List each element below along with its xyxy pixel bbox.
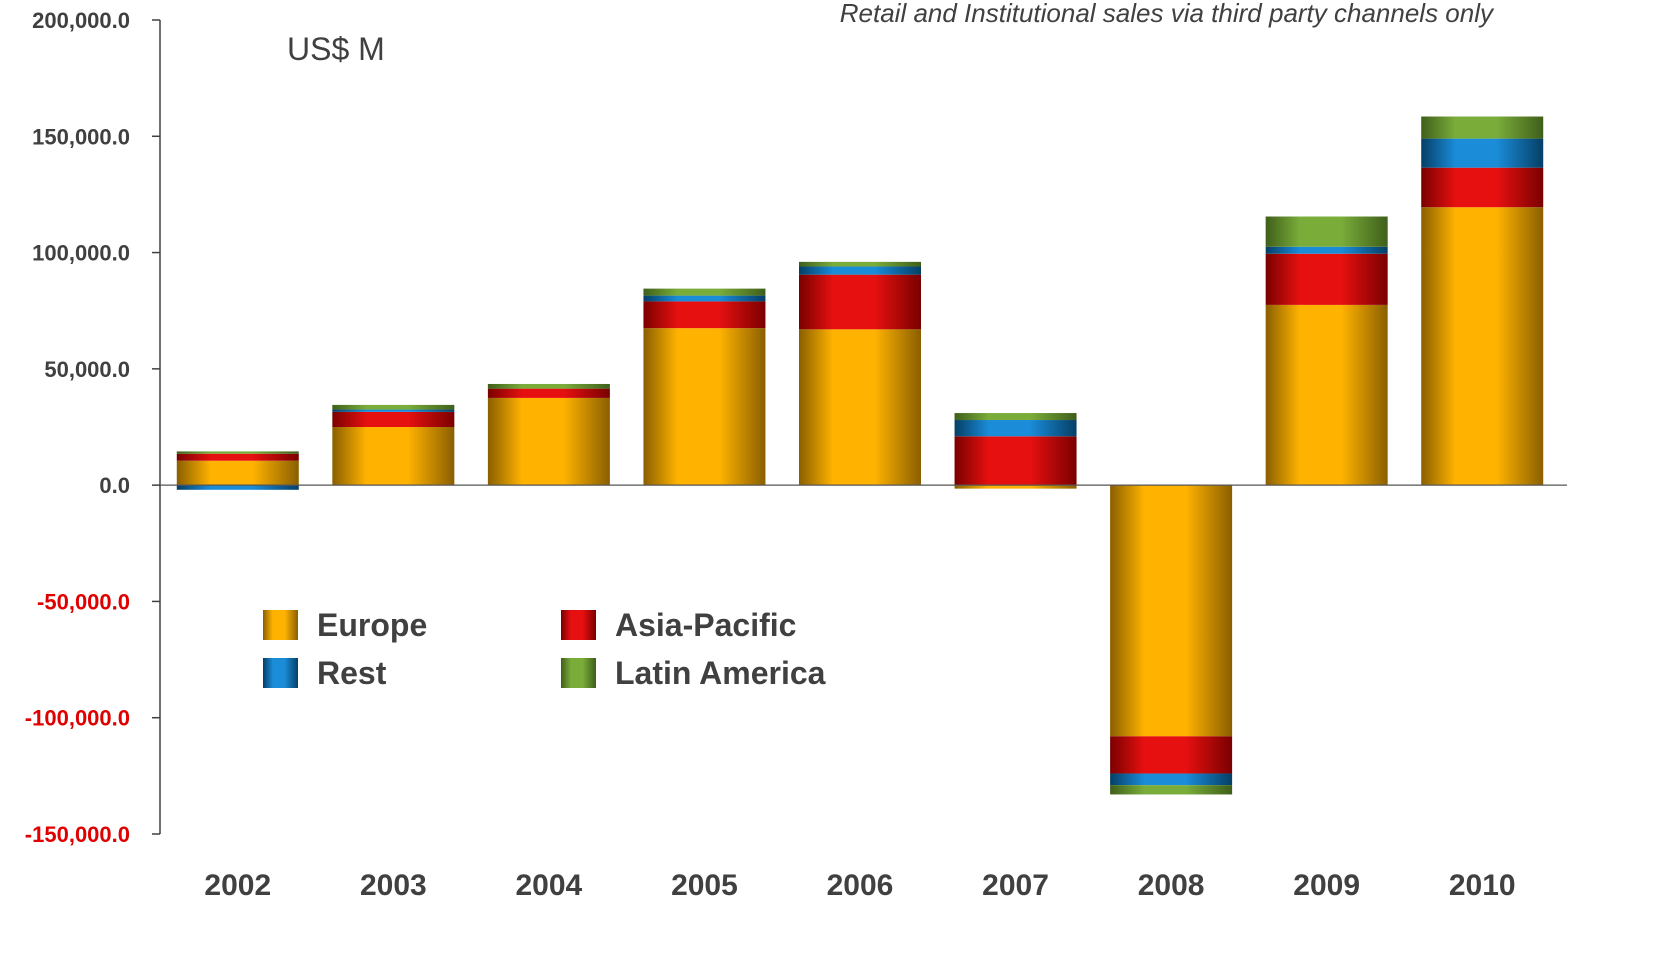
x-axis: 2002 2003 2004 2005 2006 2007 2008 2009 2010: [204, 869, 1515, 902]
bar-rest-2005: [643, 295, 766, 302]
legend-label-latam: Latin America: [615, 655, 826, 691]
x-tick-label: 2007: [982, 869, 1049, 902]
bar-rest-2007: [954, 420, 1077, 437]
bar-asia-2009: [1265, 253, 1388, 305]
bar-asia-2005: [643, 301, 766, 329]
unit-label: US$ M: [287, 31, 385, 67]
bar-europe-2007: [954, 485, 1077, 489]
legend-label-europe: Europe: [317, 607, 427, 643]
bar-europe-2004: [487, 397, 610, 486]
bar-asia-2006: [799, 274, 921, 330]
legend-swatch-asia: [561, 610, 596, 640]
bar-asia-2007: [954, 436, 1077, 486]
bar-asia-2003: [332, 411, 455, 427]
bar-rest-2006: [799, 266, 921, 275]
x-tick-label: 2009: [1293, 869, 1360, 902]
y-axis: 200,000.0 150,000.0 100,000.0 50,000.0 0.0 -5…: [25, 8, 161, 847]
bar-europe-2006: [799, 329, 921, 486]
bar-asia-2010: [1421, 167, 1544, 208]
bar-rest-2009: [1265, 246, 1388, 254]
bar-europe-2003: [332, 427, 455, 486]
bar-rest-2003: [332, 409, 455, 412]
bar-latam-2005: [643, 288, 766, 296]
legend-swatch-europe: [263, 610, 298, 640]
y-tick-label: -100,000.0: [25, 706, 130, 731]
bar-europe-2009: [1265, 304, 1388, 486]
bar-latam-2007: [954, 413, 1077, 421]
x-tick-label: 2006: [827, 869, 894, 902]
bar-latam-2006: [799, 261, 921, 267]
x-tick-label: 2002: [204, 869, 271, 902]
bar-asia-2008: [1110, 736, 1233, 774]
legend-swatch-rest: [263, 658, 298, 688]
bar-europe-2002: [176, 460, 299, 486]
bar-europe-2008: [1110, 485, 1233, 737]
y-tick-label: -150,000.0: [25, 822, 130, 847]
bar-latam-2008: [1110, 785, 1233, 795]
x-tick-label: 2005: [671, 869, 738, 902]
chart-note: Retail and Institutional sales via third…: [840, 0, 1495, 28]
bar-latam-2002: [176, 451, 299, 454]
x-tick-label: 2003: [360, 869, 427, 902]
bar-latam-2010: [1421, 116, 1544, 139]
x-tick-label: 2010: [1449, 869, 1516, 902]
legend-swatch-latam: [561, 658, 596, 688]
bar-latam-2003: [332, 404, 455, 410]
y-tick-label: -50,000.0: [37, 589, 130, 614]
legend: Europe Asia-Pacific Rest Latin America: [263, 607, 826, 691]
bars-group: [160, 116, 1567, 795]
legend-label-asia: Asia-Pacific: [615, 607, 796, 643]
bar-rest-2010: [1421, 138, 1544, 168]
bar-latam-2009: [1265, 216, 1388, 247]
bar-rest-2008: [1110, 773, 1233, 786]
bar-asia-2002: [176, 453, 299, 461]
y-tick-label: 150,000.0: [32, 124, 130, 149]
y-tick-label: 100,000.0: [32, 241, 130, 266]
x-tick-label: 2008: [1138, 869, 1205, 902]
bar-latam-2004: [487, 383, 610, 389]
y-tick-label: 200,000.0: [32, 8, 130, 33]
bar-europe-2010: [1421, 207, 1544, 486]
bar-rest-2002: [176, 485, 299, 490]
legend-label-rest: Rest: [317, 655, 387, 691]
bar-europe-2005: [643, 328, 766, 486]
y-tick-label: 50,000.0: [44, 357, 130, 382]
y-tick-label: 0.0: [99, 473, 130, 498]
x-tick-label: 2004: [516, 869, 583, 902]
bar-asia-2004: [487, 388, 610, 398]
